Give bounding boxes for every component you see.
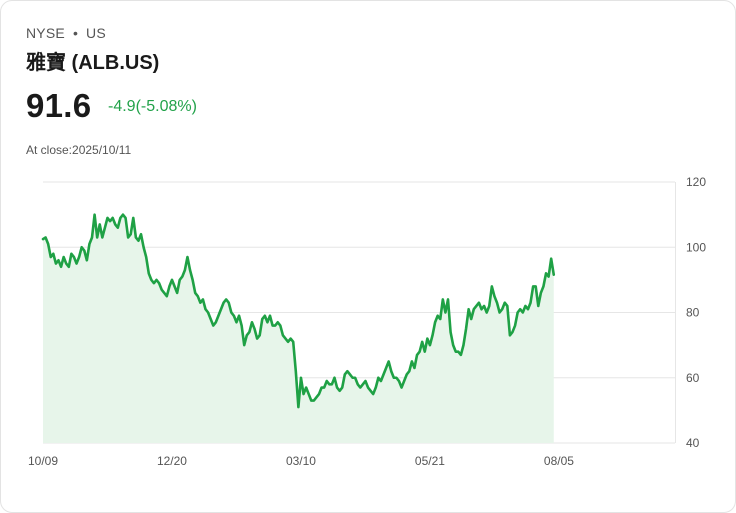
- exchange-label: NYSE • US: [26, 25, 106, 41]
- current-price: 91.6: [26, 87, 92, 124]
- y-tick-label: 120: [686, 175, 706, 189]
- price-area-fill: [43, 214, 554, 443]
- y-axis: 120 100 80 60 40: [686, 175, 706, 450]
- y-tick-label: 100: [686, 240, 706, 254]
- price-change: -4.9(-5.08%): [108, 98, 197, 115]
- x-tick-label: 03/10: [286, 454, 316, 468]
- y-tick-label: 80: [686, 306, 700, 320]
- x-tick-label: 12/20: [157, 454, 187, 468]
- y-tick-label: 60: [686, 371, 700, 385]
- separator-dot: •: [72, 25, 79, 41]
- y-tick-label: 40: [686, 436, 700, 450]
- x-tick-label: 10/09: [28, 454, 58, 468]
- region-name: US: [86, 25, 106, 41]
- stock-name: 雅寶 (ALB.US): [26, 52, 160, 74]
- x-tick-label: 05/21: [415, 454, 445, 468]
- x-tick-label: 08/05: [544, 454, 574, 468]
- close-time: At close:2025/10/11: [26, 143, 132, 157]
- exchange-name: NYSE: [26, 25, 65, 41]
- x-axis: 10/09 12/20 03/10 05/21 08/05: [28, 454, 574, 468]
- price-line: [41, 213, 556, 409]
